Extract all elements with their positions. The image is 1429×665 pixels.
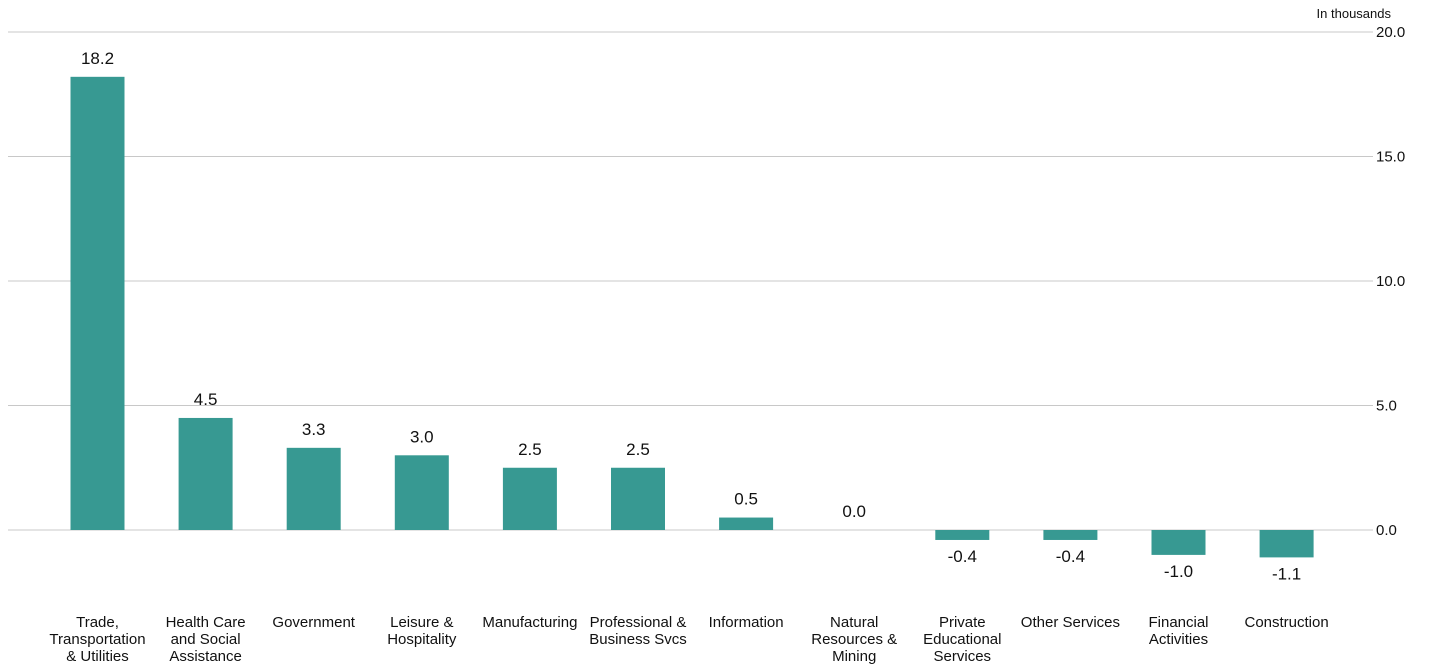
value-labels: 18.2 4.5 3.3 3.0 2.5 2.5 0.5 0.0 -0.4 -0.4 -1.0 -1.… [81,49,1301,584]
data-label: -0.4 [948,547,977,566]
bar [178,417,233,530]
x-tick-label: Government [272,614,355,631]
x-tick-label: Construction [1244,614,1328,631]
bar [502,467,557,530]
y-axis-ticks: 0.0 5.0 10.0 15.0 20.0 [1368,24,1405,539]
y-tick-label: 10.0 [1376,273,1405,290]
x-tick-label: Private Educational Services [923,614,1001,665]
data-label: -1.0 [1164,562,1193,581]
bar [611,467,665,530]
data-label: 0.0 [842,502,866,521]
bar [1043,530,1098,540]
data-label: 2.5 [626,440,650,459]
x-tick-label: Trade, Transportation & Utilities [49,614,145,665]
x-tick-label: Manufacturing [482,614,577,631]
data-label: 2.5 [518,440,542,459]
bar [719,517,774,530]
x-tick-label: Other Services [1021,614,1120,631]
data-label: 3.0 [410,427,434,446]
data-label: 4.5 [194,390,218,409]
x-tick-label: Professional & Business Svcs [589,614,687,648]
y-tick-label: 15.0 [1376,149,1405,166]
gridlines [8,31,1368,531]
bar [70,76,125,530]
data-label: 18.2 [81,49,114,68]
y-tick-label: 20.0 [1376,24,1405,41]
data-label: 3.3 [302,420,326,439]
bar [1259,530,1314,558]
x-tick-label: Information [709,614,784,631]
unit-label: In thousands [1317,6,1392,21]
x-tick-label: Natural Resources & Mining [811,614,897,665]
data-label: 0.5 [734,490,758,509]
y-tick-label: 0.0 [1376,522,1397,539]
bar [935,530,990,540]
bars [70,76,1314,558]
x-tick-label: Health Care and Social Assistance [166,614,246,665]
bar [1151,530,1206,555]
y-tick-label: 5.0 [1376,398,1397,415]
x-tick-label: Leisure & Hospitality [387,614,457,648]
bar [286,447,341,530]
category-labels: Trade, Transportation & Utilities Health Ca… [49,614,1328,665]
bar [394,455,449,530]
data-label: -1.1 [1272,564,1301,583]
data-label: -0.4 [1056,547,1085,566]
x-tick-label: Financial Activities [1148,614,1208,648]
